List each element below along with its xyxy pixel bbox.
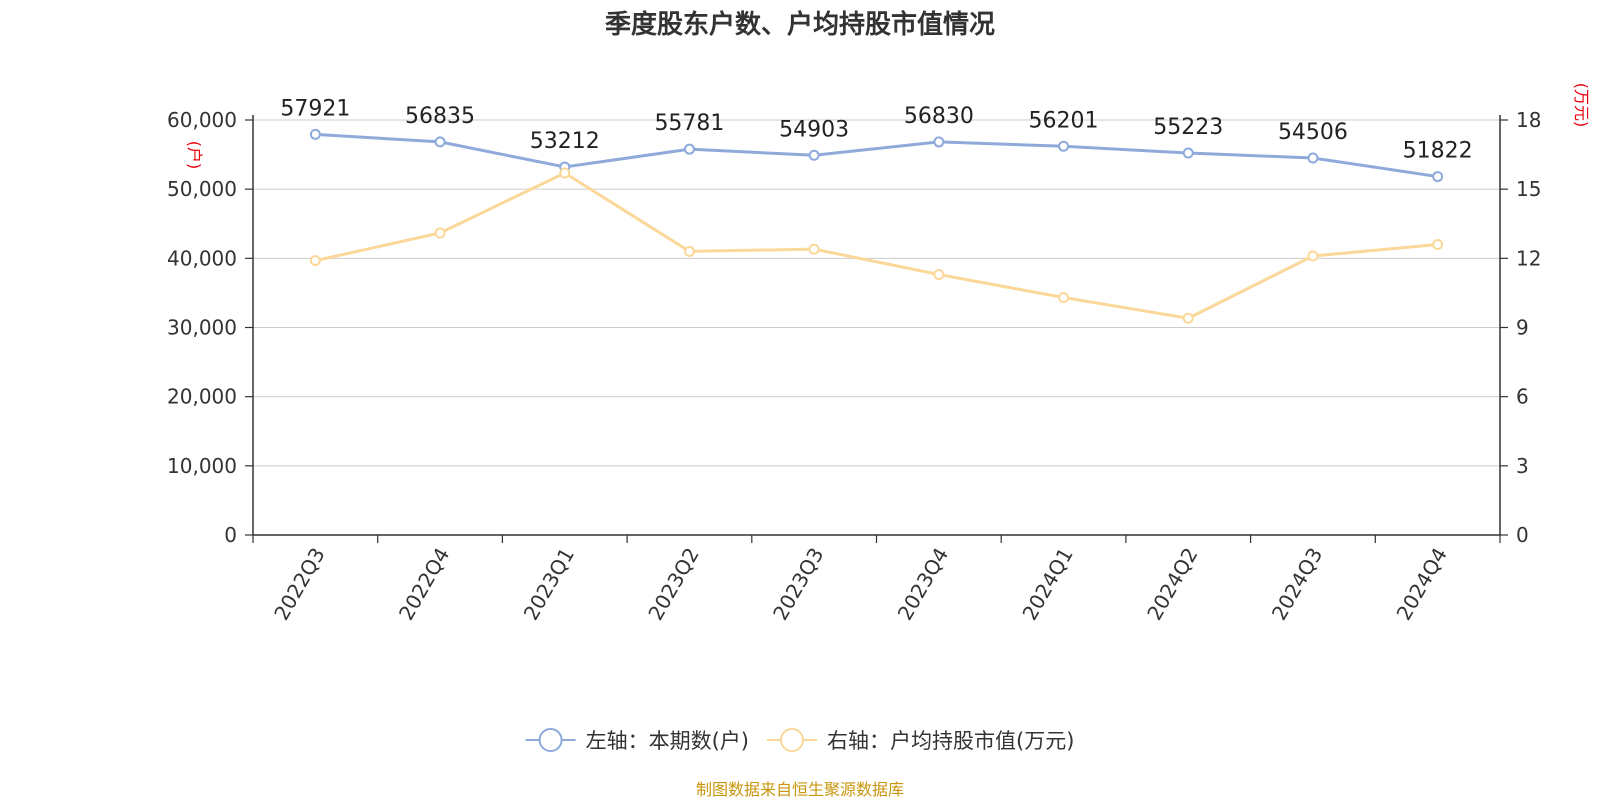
data-label: 56201 [1029, 108, 1099, 133]
right-tick-label: 18 [1516, 108, 1541, 132]
right-axis-unit: (万元) [1572, 83, 1591, 128]
left-tick-label: 20,000 [167, 385, 237, 409]
series-line-2 [315, 171, 1438, 320]
left-axis-unit: (户) [185, 141, 204, 170]
series-2-point [434, 227, 446, 239]
series-1-point [1058, 140, 1070, 152]
data-label: 51822 [1403, 139, 1473, 164]
legend[interactable]: 左轴：本期数(户) 右轴：户均持股市值(万元) [525, 728, 1075, 753]
series-2-point [1307, 250, 1319, 262]
right-tick-label: 0 [1516, 523, 1529, 547]
series-1-point [1432, 171, 1444, 183]
legend-marker [780, 728, 804, 752]
left-tick-label: 0 [224, 523, 237, 547]
x-tick-label: 2023Q3 [768, 544, 828, 625]
series-1-point [808, 149, 820, 161]
x-tick-label: 2023Q1 [519, 544, 579, 625]
x-tick-label: 2022Q4 [394, 544, 454, 625]
legend-item[interactable]: 左轴：本期数(户) [525, 728, 749, 753]
right-tick-label: 3 [1516, 454, 1529, 478]
left-tick-label: 60,000 [167, 108, 237, 132]
legend-label: 左轴：本期数(户) [586, 729, 749, 753]
axis-layer: 0 10,000 20,000 30,000 40,000 50,000 60,000 0 3 6… [167, 108, 1541, 624]
series-2-point [808, 243, 820, 255]
series-2-point [683, 245, 695, 257]
data-label-layer: 57921 56835 53212 55781 54903 56830 56201 55223… [280, 96, 1472, 163]
right-tick-label: 6 [1516, 385, 1529, 409]
data-label: 55223 [1153, 115, 1223, 140]
data-label: 57921 [280, 96, 350, 121]
data-label: 56835 [405, 104, 475, 129]
data-label: 53212 [530, 129, 600, 154]
series-2-point [1432, 239, 1444, 250]
series-2-point [309, 255, 321, 267]
source-note: 制图数据来自恒生聚源数据库 [696, 780, 904, 799]
x-tick-label: 2024Q2 [1142, 544, 1202, 625]
series-1-point [1182, 147, 1194, 159]
series-2-point [1058, 292, 1070, 304]
series-layer [309, 128, 1444, 324]
data-label: 54506 [1278, 120, 1348, 145]
right-tick-label: 15 [1516, 177, 1541, 201]
legend-label: 右轴：户均持股市值(万元) [827, 729, 1074, 753]
series-1-point [309, 128, 321, 140]
right-tick-label: 12 [1516, 246, 1541, 270]
x-tick-label: 2024Q1 [1017, 544, 1077, 625]
legend-marker [538, 728, 563, 752]
data-label: 56830 [904, 104, 974, 129]
series-1-point [683, 143, 695, 155]
series-1-point [933, 136, 945, 148]
series-1-point [434, 136, 446, 148]
left-tick-label: 50,000 [167, 177, 237, 201]
data-label: 55781 [654, 111, 724, 136]
x-tick-label: 2024Q4 [1392, 544, 1452, 625]
data-label: 54903 [779, 117, 849, 142]
series-line-1 [315, 132, 1438, 179]
x-tick-label: 2024Q3 [1267, 544, 1327, 625]
series-2-point [559, 167, 571, 179]
chart-title: 季度股东户数、户均持股市值情况 [605, 9, 995, 40]
left-tick-label: 40,000 [167, 246, 237, 270]
series-2-point [933, 268, 945, 280]
left-tick-label: 30,000 [167, 316, 237, 340]
right-tick-label: 9 [1516, 316, 1529, 340]
x-tick-label: 2023Q2 [643, 544, 703, 625]
legend-item[interactable]: 右轴：户均持股市值(万元) [767, 728, 1074, 753]
grid-layer [253, 119, 1500, 467]
series-1-point [1307, 152, 1319, 164]
x-tick-label: 2022Q3 [269, 544, 329, 625]
series-2-point [1182, 312, 1194, 324]
left-tick-label: 10,000 [167, 454, 237, 478]
x-tick-label: 2023Q4 [893, 544, 953, 625]
